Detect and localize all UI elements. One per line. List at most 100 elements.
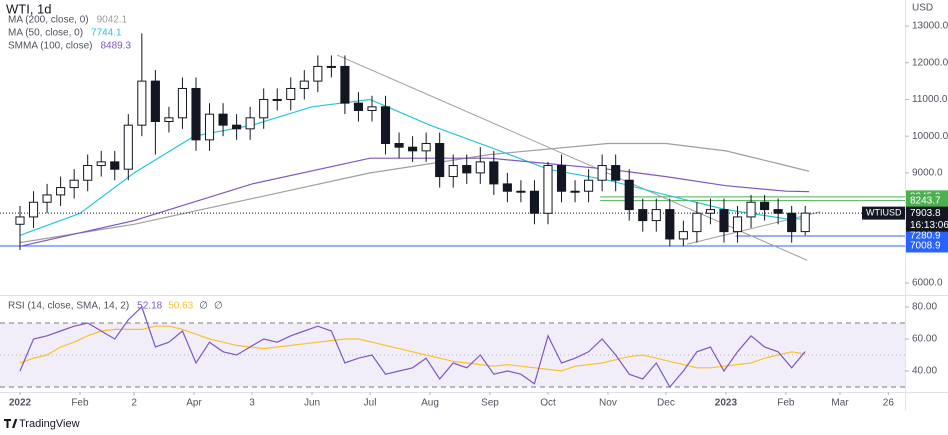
candle-body: [773, 209, 783, 214]
rsi-line: [19, 305, 806, 389]
candle-body: [123, 124, 133, 170]
rsi-tick-label: 40.00: [912, 366, 937, 377]
legend-value: 8489.3: [100, 41, 131, 52]
candle-body: [313, 65, 323, 82]
y-tick-label: 13000.0: [912, 21, 948, 32]
candle-body: [245, 117, 255, 130]
x-tick-label: Dec: [657, 398, 675, 409]
candle-body: [137, 80, 147, 126]
candle-body: [787, 212, 797, 233]
rsi-tick-label: 80.00: [912, 302, 937, 313]
candle-body: [69, 179, 79, 189]
y-tick-label: 10000.0: [912, 131, 948, 142]
legend-entry: MA (50, close, 0): [8, 28, 83, 39]
x-tick-label: Oct: [540, 398, 556, 409]
overlays: [0, 54, 905, 261]
candle-body: [570, 190, 580, 193]
candle-body: [353, 102, 364, 111]
legend-value: 9042.1: [97, 15, 128, 26]
rsi-pane: RSI (14, close, SMA, 14, 2) 52.18 50.63 ∅ ∅: [8, 301, 806, 389]
price-label: 7280.9: [910, 231, 941, 242]
last-price-label: 7903.8: [910, 208, 941, 219]
candles: [15, 33, 810, 250]
symbol-box: [862, 206, 905, 220]
ma-line: [19, 142, 810, 244]
candle-body: [435, 143, 445, 178]
candle-body: [15, 216, 25, 225]
price-label-box: [906, 194, 948, 208]
candle-body: [462, 165, 472, 174]
candle-body: [475, 161, 485, 174]
candle-body: [408, 146, 418, 152]
candle-body: [110, 161, 120, 170]
candle-body: [150, 80, 160, 122]
candle-body: [732, 216, 743, 233]
candle-body: [678, 231, 688, 240]
trendline: [336, 54, 808, 261]
candle-body: [218, 113, 228, 126]
x-tick-label: Apr: [186, 398, 202, 409]
rsi-flag: ∅: [199, 301, 208, 312]
candle-body: [232, 124, 242, 130]
candle-body: [489, 161, 499, 185]
ma-line: [19, 98, 810, 236]
x-tick-label: Jun: [304, 398, 320, 409]
legend: MA (200, close, 0) 9042.1 MA (50, close, 0…: [8, 15, 132, 52]
candle-body: [340, 65, 350, 104]
candle-body: [421, 143, 431, 152]
x-tick-label: Mar: [831, 398, 849, 409]
candle-body: [42, 194, 52, 203]
candle-body: [543, 165, 553, 214]
x-tick-label: 2023: [715, 398, 738, 409]
candle-body: [380, 106, 391, 145]
rsi-sma-line: [19, 325, 806, 372]
candle-body: [56, 187, 66, 196]
x-tick-label: Sep: [481, 398, 499, 409]
candle-body: [286, 87, 296, 100]
currency: USD: [912, 3, 933, 14]
candle-body: [665, 209, 675, 240]
rsi-tick-label: 60.00: [912, 334, 937, 345]
rsi-title: RSI (14, close, SMA, 14, 2): [8, 301, 129, 312]
footer: TradingView: [4, 418, 80, 430]
candle-body: [259, 98, 269, 119]
chart-title: WTI, 1d: [6, 1, 52, 16]
y-tick-label: 12000.0: [912, 57, 948, 68]
candle-body: [692, 212, 702, 233]
x-tick-label: Feb: [777, 398, 795, 409]
candle-body: [584, 179, 594, 192]
candle-body: [299, 80, 309, 89]
candle-body: [367, 106, 377, 111]
x-tick-label: 2022: [9, 398, 32, 409]
rsi-value: 52.18: [137, 301, 162, 312]
legend-entry: SMMA (100, close): [8, 41, 92, 52]
candle-body: [638, 209, 648, 222]
candle-body: [326, 65, 336, 68]
candle-body: [800, 212, 810, 233]
x-tick-label: Feb: [71, 398, 89, 409]
x-tick-label: Jul: [364, 398, 377, 409]
candle-body: [624, 179, 634, 211]
candle-body: [516, 190, 526, 193]
candle-body: [556, 165, 567, 192]
candle-body: [719, 209, 729, 233]
countdown-label: 16:13:06: [910, 220, 948, 231]
candle-body: [164, 117, 174, 122]
rsi-sma-value: 50.63: [168, 301, 193, 312]
candle-body: [651, 209, 661, 222]
candle-body: [502, 183, 512, 192]
candle-body: [83, 165, 93, 181]
candle-body: [96, 161, 106, 167]
x-tick-label: 26: [883, 398, 895, 409]
y-tick-label: 11000.0: [912, 94, 948, 105]
price-label: 8243.7: [910, 195, 941, 206]
legend-value: 7744.1: [91, 28, 122, 39]
candle-body: [597, 165, 607, 181]
brand-logo: [4, 419, 18, 428]
candle-body: [611, 165, 621, 181]
x-tick-label: 2: [131, 398, 137, 409]
x-tick-label: Nov: [599, 398, 617, 409]
price-label-box: [906, 239, 948, 253]
last-price-box: [906, 206, 948, 232]
